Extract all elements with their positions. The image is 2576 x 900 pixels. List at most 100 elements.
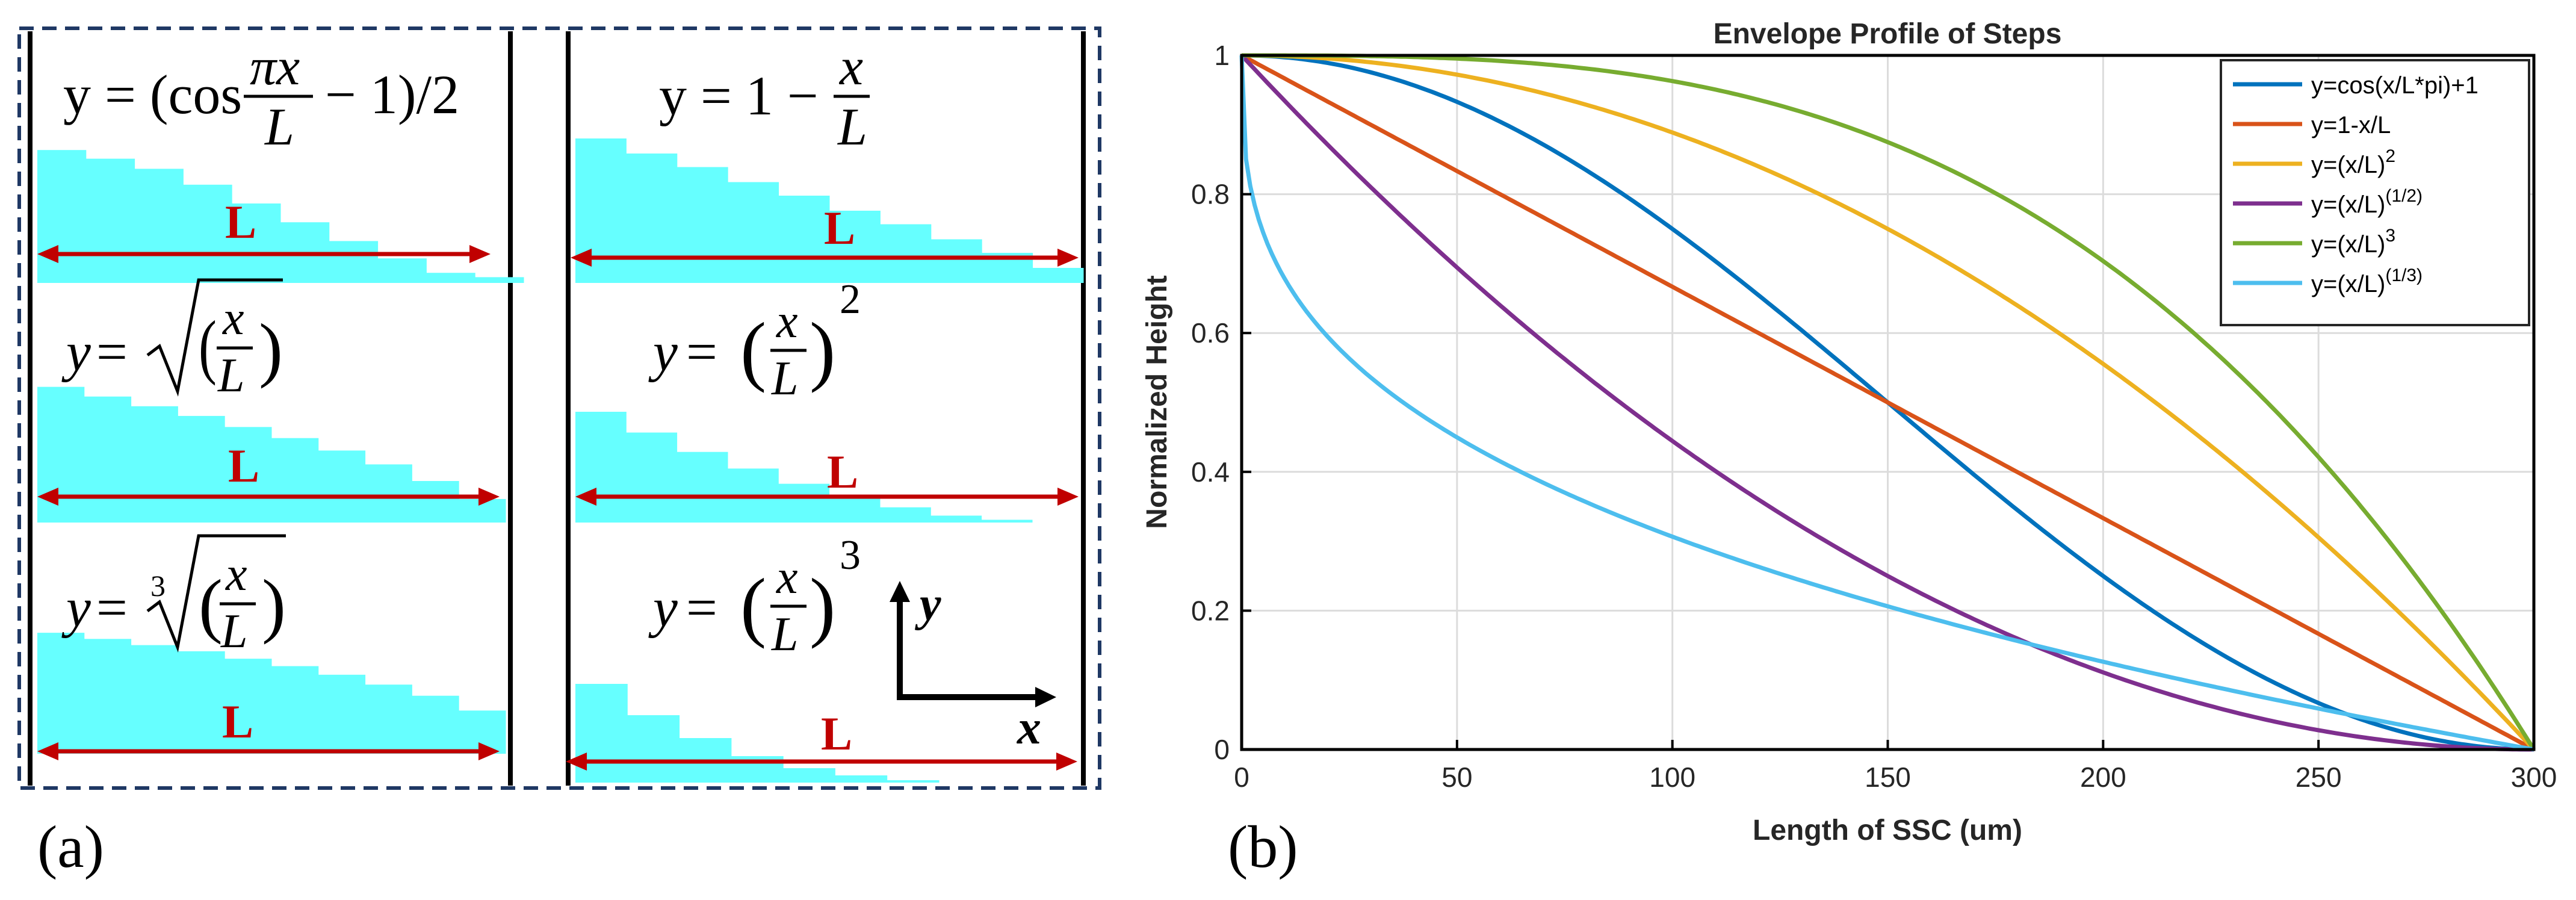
length-arrowhead-right-lin (1057, 249, 1079, 267)
x-axis-label: Length of SSC (um) (1753, 815, 2022, 846)
x-tick-label-4: 200 (2080, 762, 2126, 793)
y-tick-label-5: 1 (1214, 40, 1230, 71)
length-label-lin: L (824, 202, 855, 254)
step-sq-7 (930, 515, 982, 523)
svg-text:x: x (225, 548, 247, 601)
step-cbrt-4 (224, 659, 272, 754)
length-arrowhead-left-lin (571, 249, 592, 267)
svg-text:L: L (837, 98, 867, 157)
step-cbrt-0 (37, 633, 85, 754)
panel-b-label: (b) (1228, 813, 1298, 880)
panel-a-dashed-frame (17, 26, 1101, 790)
step-lin-5 (829, 211, 881, 283)
y-tick-label-2: 0.4 (1191, 456, 1230, 488)
step-cbrt-5 (271, 666, 319, 754)
svg-text:x: x (838, 38, 863, 96)
svg-text:L: L (771, 352, 799, 405)
step-lin-7 (930, 239, 982, 283)
svg-text:): ) (262, 565, 286, 645)
step-sq-0 (575, 412, 627, 523)
axes-x-label: x (1017, 701, 1041, 754)
staircase-cos: L (37, 150, 524, 283)
length-arrowhead-left-sq (575, 488, 596, 506)
svg-text:πx: πx (250, 38, 300, 96)
step-cube-5 (835, 775, 888, 783)
step-cbrt-7 (365, 684, 412, 754)
svg-text:y: y (61, 577, 91, 638)
step-cbrt-6 (318, 674, 366, 754)
step-cbrt-8 (412, 695, 459, 754)
length-label-cos: L (225, 196, 256, 248)
equation-sqrt: y = ( x L ) (61, 278, 283, 402)
chart-ticks: 0 50 100 150 200 250 300 0 0.2 0.4 0.6 0.8 1 (1191, 40, 2557, 793)
x-tick-label-2: 100 (1649, 762, 1695, 793)
svg-text:L: L (264, 98, 294, 157)
step-cos-3 (183, 184, 232, 283)
step-cbrt-1 (84, 639, 132, 754)
equation-cbrt: y = 3 ( x L ) (61, 534, 286, 658)
svg-text:(: ( (199, 565, 223, 645)
step-cos-6 (329, 241, 379, 283)
step-lin-1 (626, 154, 678, 283)
length-arrowhead-right-sqrt (478, 488, 500, 506)
staircase-cbrt: L (37, 633, 506, 760)
step-sq-8 (981, 520, 1033, 523)
y-tick-label-0: 0 (1214, 734, 1230, 765)
staircase-sq: L (575, 412, 1079, 523)
length-label-sqrt: L (228, 439, 259, 492)
length-arrowhead-left-cbrt (37, 742, 58, 760)
svg-text:− 1)/2: − 1)/2 (325, 64, 459, 125)
length-label-sq: L (827, 445, 858, 498)
svg-text:y: y (61, 321, 91, 382)
legend-entry-cube: y=(x/L)3 (2311, 226, 2395, 258)
step-cos-4 (232, 203, 281, 283)
chart-title: Envelope Profile of Steps (1714, 18, 2062, 50)
length-label-cube: L (821, 707, 852, 760)
length-arrowhead-right-sq (1057, 488, 1079, 506)
legend-entry-sq: y=(x/L)2 (2311, 146, 2395, 178)
step-sqrt-8 (412, 481, 459, 523)
panel-a-label: (a) (37, 813, 104, 880)
legend-entry-lin: y=1-x/L (2311, 112, 2391, 138)
svg-text:): ) (810, 307, 835, 394)
svg-text:L: L (217, 349, 245, 402)
staircase-cube: L (566, 684, 1077, 783)
length-label-cbrt: L (222, 695, 253, 748)
step-cbrt-3 (178, 651, 225, 754)
step-sqrt-5 (271, 438, 319, 523)
svg-text:2: 2 (840, 276, 861, 323)
step-cos-9 (475, 277, 524, 283)
svg-text:): ) (259, 309, 283, 389)
equation-sq: y = ( x L ) 2 (648, 276, 861, 405)
panel-a: L LL LL L y = (cos πx L − 1)/2 y = 1 − x L … (17, 26, 1101, 790)
svg-text:=: = (96, 321, 128, 382)
step-sq-2 (677, 452, 728, 523)
series-line-sq (1242, 53, 2536, 751)
svg-text:y = (cos: y = (cos (63, 64, 242, 125)
legend-entry-sqrt: y=(x/L)(1/2) (2311, 186, 2423, 218)
legend-entry-cos: y=cos(x/L*pi)+1 (2311, 72, 2478, 99)
step-lin-4 (778, 196, 830, 283)
step-cos-1 (85, 158, 135, 283)
svg-text:=: = (96, 577, 128, 638)
length-arrowhead-left-cube (566, 753, 587, 771)
step-sqrt-4 (224, 427, 272, 523)
step-lin-2 (677, 167, 728, 283)
staircase-sqrt: L (37, 386, 506, 523)
svg-text:(: ( (740, 307, 766, 394)
series-line-cbrt (1239, 55, 2534, 752)
y-tick-label-4: 0.8 (1191, 179, 1230, 210)
step-cube-6 (887, 780, 940, 783)
svg-text:y: y (648, 321, 678, 382)
step-cos-0 (37, 150, 87, 283)
equation-cube: y = ( x L ) 3 (648, 532, 861, 661)
x-tick-label-1: 50 (1441, 762, 1472, 793)
step-sq-4 (778, 483, 830, 523)
equation-cos: y = (cos πx L − 1)/2 (63, 38, 459, 157)
y-tick-label-3: 0.6 (1191, 317, 1230, 349)
svg-text:x: x (776, 551, 798, 604)
equation-lin: y = 1 − x L (659, 38, 870, 157)
step-lin-3 (728, 182, 779, 283)
svg-text:L: L (771, 608, 799, 661)
